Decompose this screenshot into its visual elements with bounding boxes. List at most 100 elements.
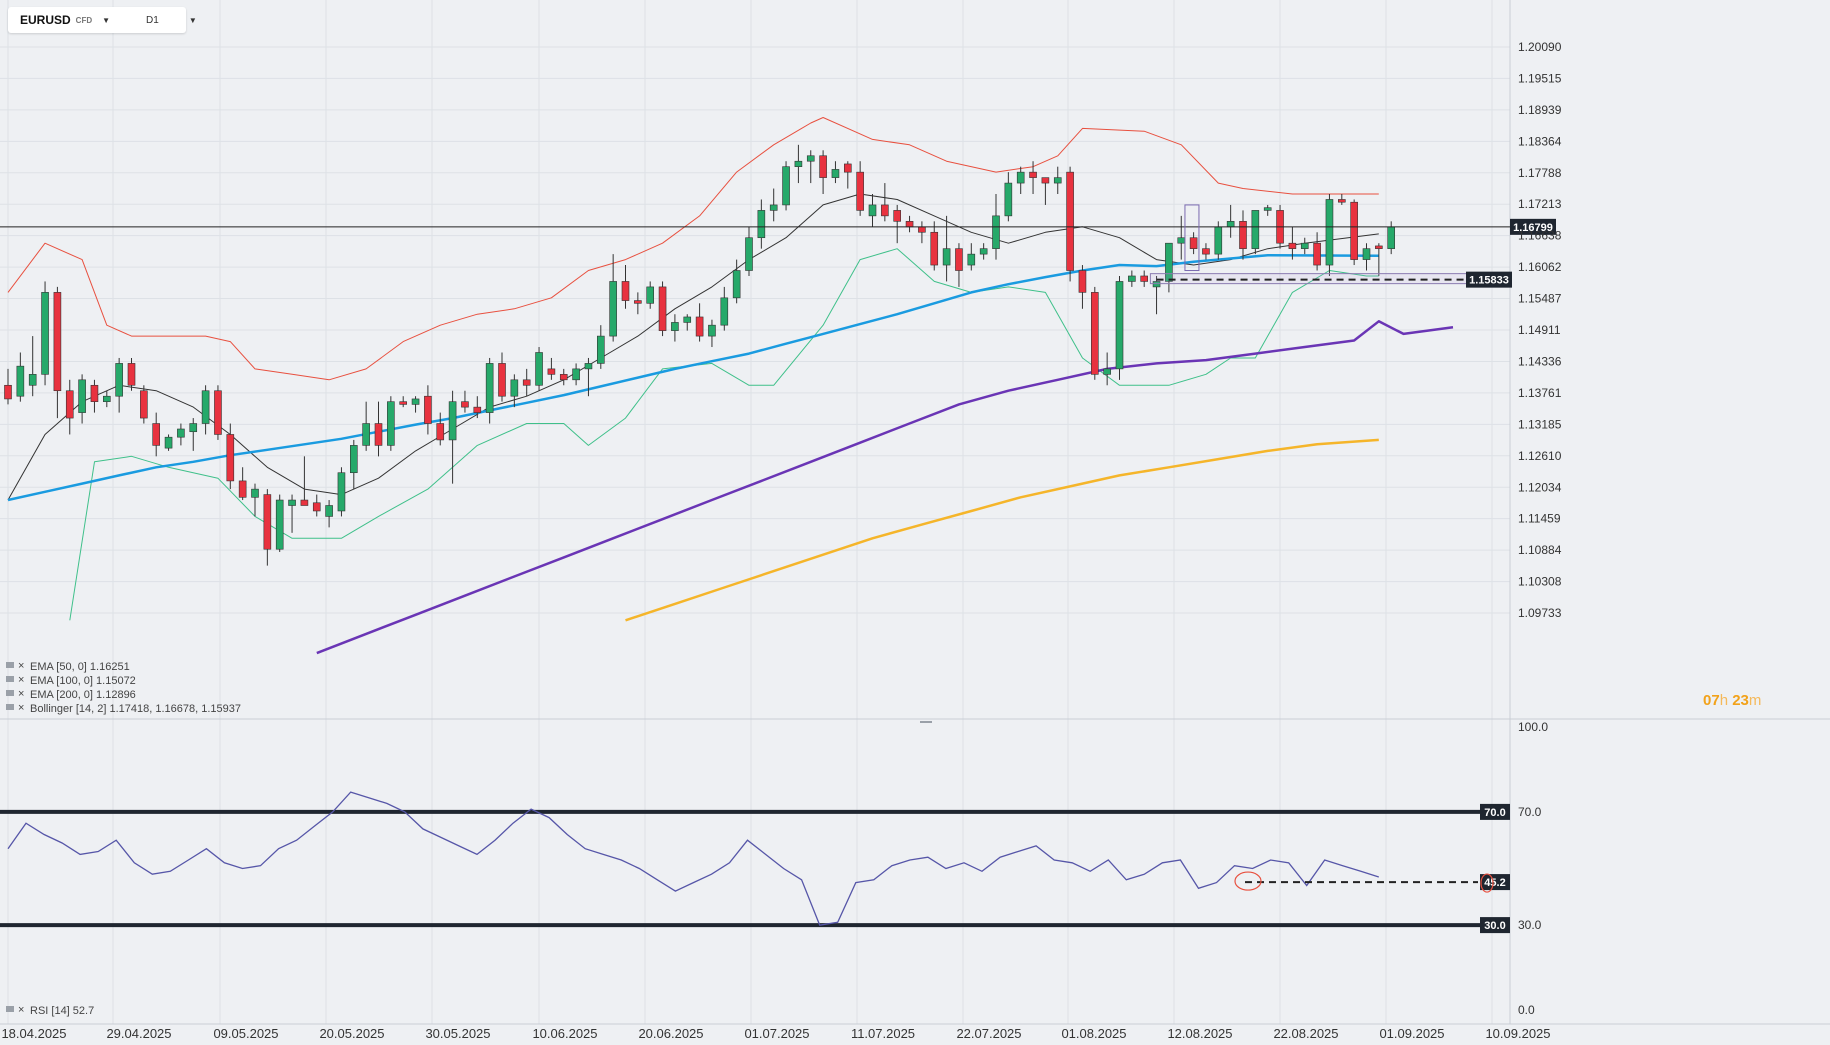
candle[interactable]	[831, 161, 840, 184]
candle[interactable]	[1004, 172, 1013, 222]
candle[interactable]	[1251, 210, 1260, 255]
legend-close-icon[interactable]: ×	[18, 674, 24, 686]
candle[interactable]	[769, 188, 778, 222]
candle[interactable]	[535, 347, 543, 391]
candle[interactable]	[312, 494, 321, 517]
legend-close-icon[interactable]: ×	[18, 688, 24, 700]
candle[interactable]	[572, 363, 580, 386]
candle[interactable]	[300, 456, 309, 506]
candle[interactable]	[325, 500, 333, 528]
candle[interactable]	[1177, 215, 1186, 260]
candle[interactable]	[522, 368, 531, 397]
candle[interactable]	[288, 494, 296, 533]
candle[interactable]	[1041, 177, 1050, 205]
candle[interactable]	[1189, 232, 1198, 255]
candle[interactable]	[979, 243, 988, 260]
timeframe-label[interactable]: D1	[146, 14, 159, 26]
candle[interactable]	[1350, 199, 1358, 266]
candle[interactable]	[1288, 226, 1297, 260]
candle[interactable]	[658, 281, 667, 337]
candle[interactable]	[893, 204, 902, 244]
candle[interactable]	[1239, 210, 1247, 260]
candle[interactable]	[1029, 161, 1037, 195]
legend-close-icon[interactable]: ×	[18, 1004, 24, 1016]
candle[interactable]	[1338, 194, 1346, 205]
candle[interactable]	[238, 467, 247, 501]
candle[interactable]	[4, 368, 12, 405]
candle[interactable]	[1202, 243, 1210, 260]
candle[interactable]	[596, 325, 605, 369]
candle[interactable]	[127, 357, 136, 391]
candle[interactable]	[226, 423, 235, 490]
candle[interactable]	[881, 183, 889, 222]
candle[interactable]	[337, 467, 346, 517]
candle[interactable]	[164, 434, 173, 451]
candle[interactable]	[671, 314, 679, 342]
candle[interactable]	[559, 368, 568, 386]
candle[interactable]	[201, 385, 210, 435]
candle[interactable]	[1263, 204, 1272, 216]
candle[interactable]	[424, 385, 432, 435]
candle[interactable]	[510, 374, 519, 408]
candle[interactable]	[78, 374, 86, 424]
chevron-down-icon[interactable]: ▼	[188, 15, 197, 25]
candle[interactable]	[918, 221, 926, 244]
candle[interactable]	[498, 352, 506, 402]
candle[interactable]	[1325, 194, 1334, 276]
legend-settings-icon[interactable]	[6, 1006, 14, 1012]
candle[interactable]	[843, 161, 852, 189]
candle[interactable]	[695, 303, 704, 342]
candle[interactable]	[1226, 204, 1235, 238]
candle[interactable]	[634, 292, 642, 315]
candle[interactable]	[1140, 270, 1148, 287]
candle[interactable]	[856, 161, 864, 216]
candle[interactable]	[65, 379, 74, 435]
candle[interactable]	[1115, 275, 1124, 380]
candle[interactable]	[806, 150, 815, 184]
candle[interactable]	[955, 243, 963, 287]
candle[interactable]	[1053, 166, 1062, 195]
candle[interactable]	[485, 357, 494, 424]
candle[interactable]	[103, 390, 111, 408]
candle[interactable]	[473, 396, 482, 419]
candle[interactable]	[905, 215, 914, 233]
candle[interactable]	[1165, 242, 1173, 293]
candle[interactable]	[1300, 237, 1309, 255]
candle[interactable]	[214, 385, 222, 440]
candle[interactable]	[794, 144, 803, 184]
candle[interactable]	[646, 281, 655, 309]
candle[interactable]	[1375, 243, 1383, 276]
legend-settings-icon[interactable]	[6, 690, 14, 696]
candle[interactable]	[868, 194, 877, 227]
candle[interactable]	[584, 357, 593, 397]
legend-settings-icon[interactable]	[6, 662, 14, 668]
candle[interactable]	[1016, 166, 1025, 195]
candle[interactable]	[140, 385, 148, 424]
candle[interactable]	[189, 418, 198, 451]
candle[interactable]	[745, 226, 753, 276]
candle[interactable]	[53, 286, 62, 419]
candle[interactable]	[90, 379, 99, 413]
candle[interactable]	[1313, 232, 1321, 271]
candle[interactable]	[942, 215, 951, 282]
candle[interactable]	[263, 489, 272, 566]
candle[interactable]	[732, 259, 741, 304]
legend-close-icon[interactable]: ×	[18, 702, 24, 714]
candle[interactable]	[251, 483, 259, 517]
candle[interactable]	[621, 265, 630, 309]
candle[interactable]	[1362, 243, 1371, 271]
candle[interactable]	[757, 199, 766, 249]
candle[interactable]	[720, 286, 729, 331]
candle[interactable]	[819, 150, 827, 195]
symbol-selector[interactable]: EURUSD CFD ▼ D1 ▼	[8, 7, 197, 33]
candle[interactable]	[1066, 166, 1074, 282]
candle[interactable]	[1152, 275, 1161, 315]
candle[interactable]	[967, 243, 976, 271]
candle[interactable]	[1128, 270, 1136, 287]
legend-settings-icon[interactable]	[6, 704, 14, 710]
candle[interactable]	[411, 396, 420, 413]
candle[interactable]	[152, 412, 160, 457]
chevron-down-icon[interactable]: ▼	[102, 15, 111, 25]
candle[interactable]	[930, 221, 939, 271]
